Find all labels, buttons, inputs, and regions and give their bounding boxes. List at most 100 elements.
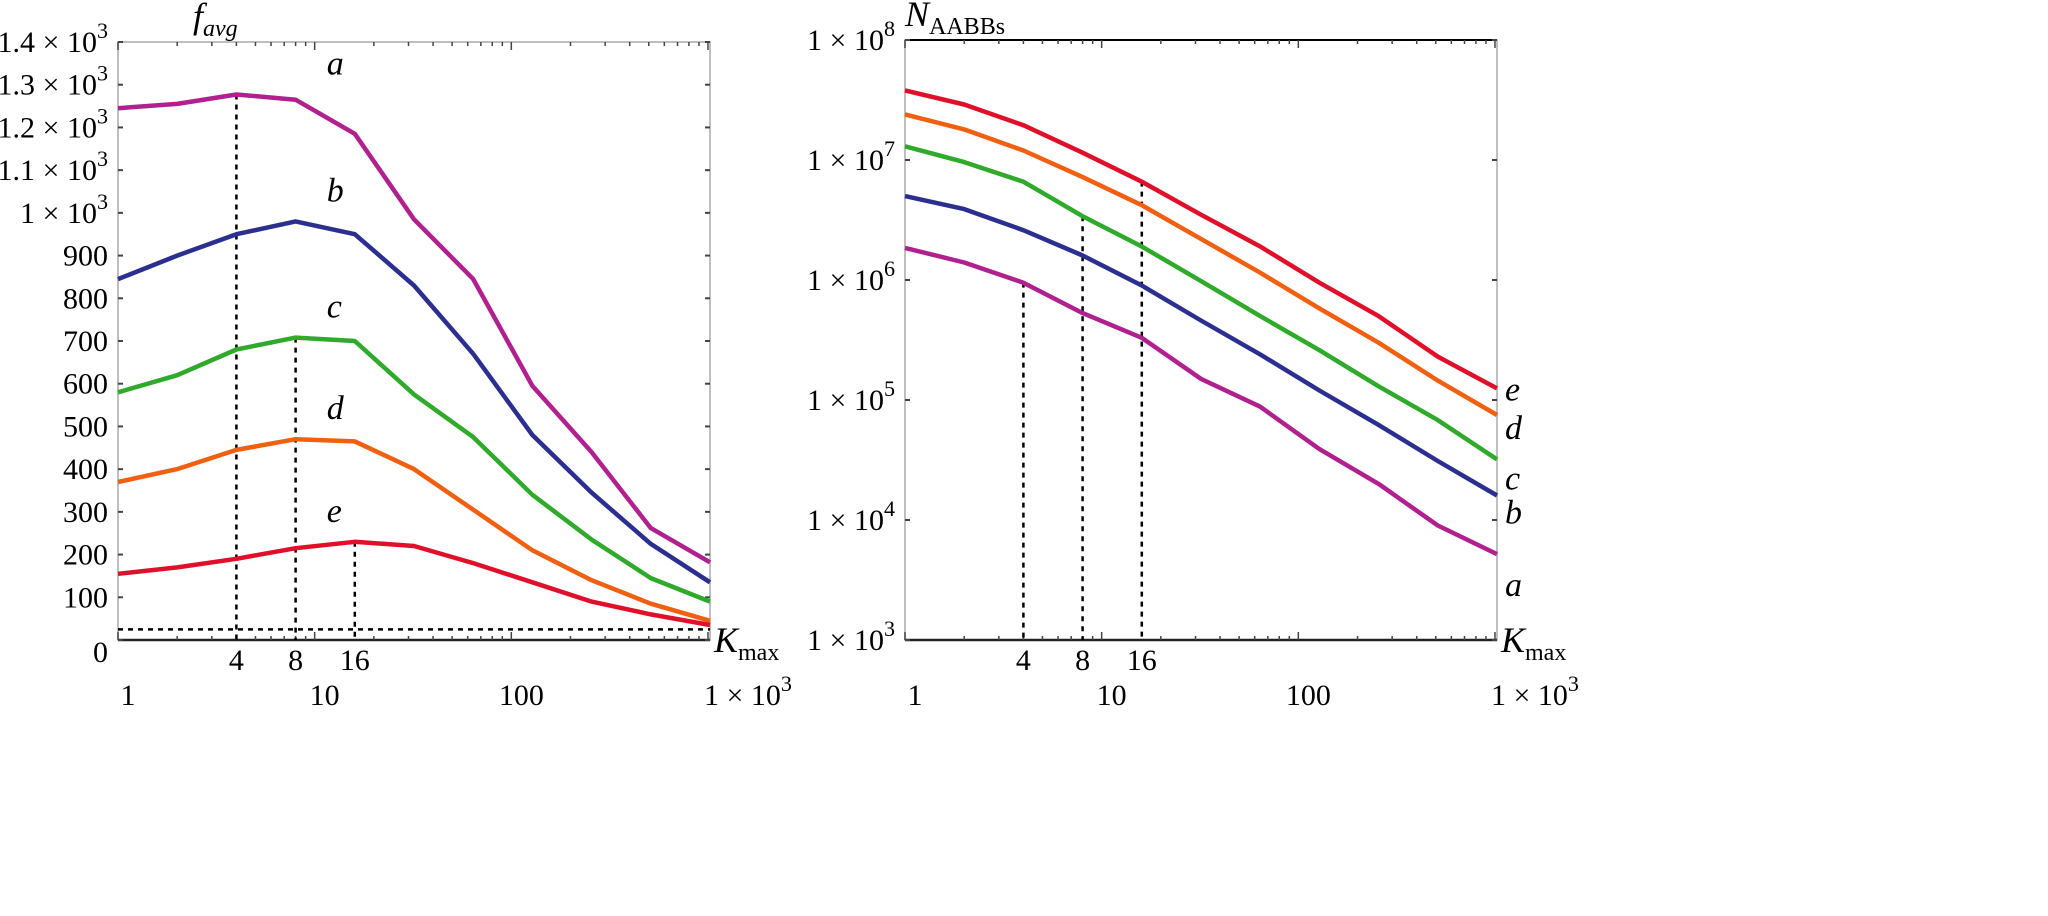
y-tick-label-base: 1.3 × 10 <box>0 69 97 102</box>
y-tick-label: 1.4 × 103 <box>0 18 108 59</box>
y-axis-title: NAABBs <box>904 0 1005 40</box>
series-label-b: b <box>327 172 344 209</box>
y-tick-label: 1.3 × 103 <box>0 61 108 102</box>
y-tick-label-base: 700 <box>63 325 108 358</box>
y-tick-label-exponent: 3 <box>97 146 108 171</box>
y-tick-label-exponent: 3 <box>97 189 108 214</box>
y-tick-label-exponent: 5 <box>884 376 895 401</box>
series-label-a: a <box>327 46 344 83</box>
y-tick-label-base: 200 <box>63 539 108 572</box>
x-axis-title-main: K <box>1500 620 1527 660</box>
y-tick-label: 500 <box>63 410 108 443</box>
y-tick-label-base: 1 × 10 <box>807 624 884 657</box>
y-tick-label-base: 1 × 10 <box>20 197 97 230</box>
y-axis-title: favg <box>193 0 238 42</box>
x-tick-label-base: 100 <box>499 679 544 712</box>
y-tick-label: 300 <box>63 496 108 529</box>
y-tick-label-exponent: 3 <box>97 61 108 86</box>
y-tick-label-base: 0 <box>93 636 108 669</box>
x-tick-label-base: 100 <box>1286 679 1331 712</box>
x-tick-label: 1 <box>121 679 136 712</box>
y-tick-label: 1 × 108 <box>807 16 895 57</box>
y-tick-label: 0 <box>93 636 108 669</box>
series-line-a <box>117 92 712 565</box>
series-label-e: e <box>327 493 342 530</box>
series-line-b <box>117 219 712 585</box>
x-tick-label: 100 <box>499 679 544 712</box>
x-tick-label-base: 1 × 10 <box>1491 679 1568 712</box>
series-label-c: c <box>1505 460 1520 497</box>
x-marker-tick-label-base: 16 <box>1127 644 1157 677</box>
y-tick-label: 1 × 107 <box>807 136 895 177</box>
y-tick-label-exponent: 3 <box>97 103 108 128</box>
y-axis-title-sub: avg <box>203 16 238 42</box>
y-tick-label: 1 × 103 <box>20 189 108 230</box>
x-marker-tick-label: 16 <box>340 644 370 677</box>
x-tick-label: 100 <box>1286 679 1331 712</box>
y-tick-label-base: 800 <box>63 282 108 315</box>
x-marker-tick-label: 16 <box>1127 644 1157 677</box>
y-axis-title-main: N <box>904 0 931 34</box>
y-axis-title-sub: AABBs <box>929 14 1005 40</box>
series-line-b <box>904 193 1499 498</box>
series-label-e: e <box>1505 371 1520 408</box>
x-marker-tick-label-base: 16 <box>340 644 370 677</box>
series-line-e <box>117 539 711 628</box>
y-tick-label: 1 × 104 <box>807 496 895 537</box>
y-tick-label-base: 1.2 × 10 <box>0 111 97 144</box>
x-axis-title-main: K <box>713 620 740 660</box>
x-tick-label: 1 × 103 <box>704 671 792 712</box>
y-tick-label-base: 1.1 × 10 <box>0 154 97 187</box>
y-tick-label-exponent: 3 <box>884 616 895 641</box>
x-tick-label-exponent: 3 <box>1568 671 1579 696</box>
x-marker-tick-label: 4 <box>229 644 244 677</box>
x-tick-label: 10 <box>310 679 340 712</box>
y-tick-label-base: 600 <box>63 368 108 401</box>
series-line-a <box>904 245 1498 557</box>
x-tick-label-exponent: 3 <box>781 671 792 696</box>
y-tick-label: 800 <box>63 282 108 315</box>
x-marker-tick-label: 4 <box>1016 644 1031 677</box>
y-tick-label: 400 <box>63 453 108 486</box>
x-axis-title: Kmax <box>713 620 779 666</box>
series-line-c <box>117 335 711 604</box>
x-marker-tick-label-base: 8 <box>1075 644 1090 677</box>
y-tick-label-base: 900 <box>63 240 108 273</box>
x-tick-label: 10 <box>1097 679 1127 712</box>
y-tick-label-base: 500 <box>63 410 108 443</box>
y-tick-label: 1.1 × 103 <box>0 146 108 187</box>
x-marker-tick-label-base: 4 <box>1016 644 1031 677</box>
y-tick-label: 1 × 106 <box>807 256 895 297</box>
series-line-c <box>904 144 1499 462</box>
series-label-b: b <box>1505 495 1522 532</box>
y-tick-label-exponent: 4 <box>884 496 895 521</box>
x-axis-title-sub: max <box>738 640 779 666</box>
y-tick-label-exponent: 3 <box>97 18 108 43</box>
y-tick-label: 600 <box>63 368 108 401</box>
x-marker-tick-label-base: 4 <box>229 644 244 677</box>
y-tick-label-base: 1 × 10 <box>807 384 884 417</box>
x-axis-title-sub: max <box>1525 640 1566 666</box>
y-tick-label: 100 <box>63 581 108 614</box>
y-tick-label-base: 100 <box>63 581 108 614</box>
y-tick-label-exponent: 8 <box>884 16 895 41</box>
series-line-d <box>117 436 711 623</box>
series-line-e <box>904 88 1499 391</box>
y-tick-label: 900 <box>63 240 108 273</box>
x-tick-label: 1 × 103 <box>1491 671 1579 712</box>
y-tick-label: 200 <box>63 539 108 572</box>
y-tick-label-base: 1 × 10 <box>807 24 884 57</box>
x-tick-label-base: 10 <box>310 679 340 712</box>
x-marker-tick-label: 8 <box>288 644 303 677</box>
x-tick-label: 1 <box>908 679 923 712</box>
x-marker-tick-label-base: 8 <box>288 644 303 677</box>
y-tick-label-base: 400 <box>63 453 108 486</box>
series-label-d: d <box>327 390 345 427</box>
series-label-d: d <box>1505 410 1523 447</box>
y-tick-label-base: 1 × 10 <box>807 264 884 297</box>
y-tick-label-exponent: 6 <box>884 256 895 281</box>
y-tick-label-base: 1.4 × 10 <box>0 26 97 59</box>
